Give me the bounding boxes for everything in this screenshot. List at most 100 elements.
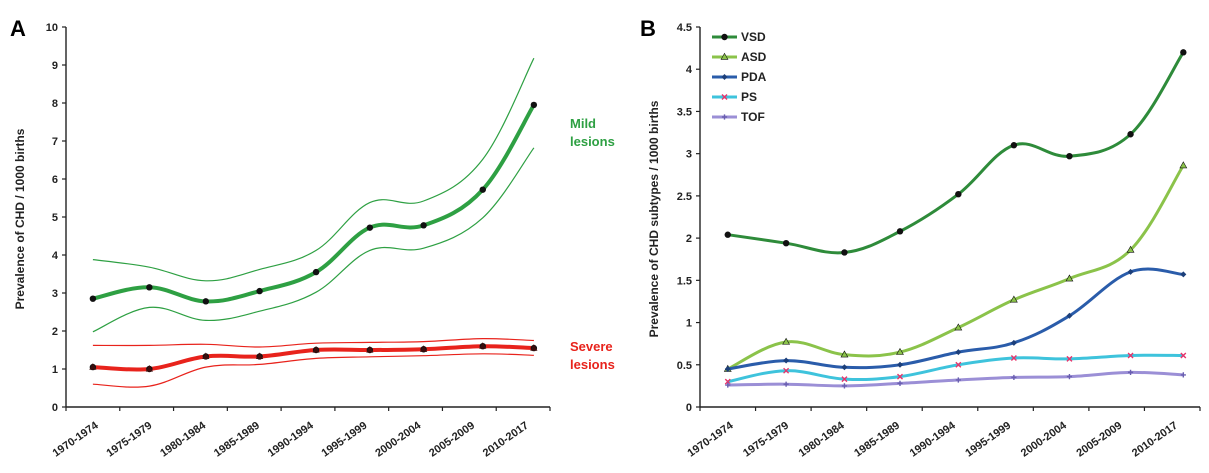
data-point xyxy=(1011,374,1017,381)
severe-data-point xyxy=(530,344,538,351)
ci-lower-line xyxy=(92,353,534,388)
y-tick-label: 6 xyxy=(52,174,58,186)
y-tick-label: 2.5 xyxy=(677,191,692,203)
x-tick-label: 2000-2004 xyxy=(1019,419,1070,460)
y-tick-label: 3 xyxy=(52,288,58,300)
x-tick-label: 1995-1999 xyxy=(320,420,370,460)
y-tick-label: 10 xyxy=(46,22,58,34)
data-point xyxy=(202,298,210,305)
data-point xyxy=(897,361,903,368)
y-tick-label: 2 xyxy=(52,326,58,338)
y-tick-label: 4.5 xyxy=(677,22,692,34)
data-point xyxy=(530,101,538,109)
severe-lesions-annotation: Severe xyxy=(570,339,613,354)
data-point xyxy=(1065,274,1074,282)
data-point xyxy=(1066,355,1073,362)
data-point xyxy=(312,268,320,276)
data-point xyxy=(724,231,731,238)
legend-marker xyxy=(720,52,729,60)
data-point xyxy=(366,224,374,231)
y-tick-label: 2 xyxy=(686,233,692,245)
severe-data-point xyxy=(89,363,97,370)
data-point xyxy=(897,373,903,380)
severe-data-point xyxy=(366,346,374,353)
ci-lower-line xyxy=(92,147,535,333)
data-point xyxy=(1127,268,1134,275)
data-point xyxy=(725,382,731,388)
legend-label: PS xyxy=(741,90,757,104)
x-tick-label: 1970-1974 xyxy=(686,419,737,460)
data-point xyxy=(782,239,790,247)
x-tick-label: 2005-2009 xyxy=(1074,420,1124,460)
y-tick-label: 8 xyxy=(52,98,58,110)
panel-a-label: A xyxy=(10,16,26,41)
data-point xyxy=(89,295,97,302)
data-point xyxy=(841,364,848,371)
severe-data-point xyxy=(256,352,264,360)
x-tick-label: 1970-1974 xyxy=(51,419,102,460)
data-point xyxy=(1066,374,1073,380)
data-point xyxy=(897,380,903,386)
y-tick-label: 0.5 xyxy=(677,360,692,372)
data-point xyxy=(146,284,153,291)
severe-data-point xyxy=(202,352,210,360)
y-tick-label: 9 xyxy=(52,60,58,72)
ci-upper-line xyxy=(92,337,534,348)
data-point xyxy=(783,367,790,374)
data-point xyxy=(724,378,731,385)
data-point xyxy=(840,350,849,358)
data-point xyxy=(955,191,962,198)
series-line xyxy=(727,353,1184,384)
data-point xyxy=(1126,245,1135,253)
data-point xyxy=(1066,312,1073,319)
x-tick-label: 1995-1999 xyxy=(963,420,1013,460)
x-tick-label: 1990-1994 xyxy=(908,419,959,460)
x-tick-label: 1990-1994 xyxy=(266,419,317,460)
legend-marker xyxy=(721,114,728,120)
mild-lesions-annotation: lesions xyxy=(570,134,615,149)
x-tick-label: 1975-1979 xyxy=(104,420,154,460)
ci-upper-line xyxy=(92,57,535,282)
series-line xyxy=(727,51,1185,255)
data-point xyxy=(1010,355,1017,362)
data-point xyxy=(841,383,848,389)
data-point xyxy=(1010,339,1017,346)
panel-b-y-axis-title: Prevalence of CHD subtypes / 1000 births xyxy=(647,100,661,337)
severe-data-point xyxy=(479,342,487,349)
legend-marker xyxy=(721,94,728,100)
data-point xyxy=(1127,352,1134,359)
legend-marker xyxy=(721,33,728,41)
x-tick-label: 1985-1989 xyxy=(212,420,262,460)
data-point xyxy=(955,377,961,383)
legend-label: TOF xyxy=(741,110,765,124)
data-point xyxy=(896,228,904,235)
y-tick-label: 1 xyxy=(52,364,58,376)
x-tick-label: 1980-1984 xyxy=(797,419,848,460)
data-point xyxy=(420,222,427,229)
severe-data-point xyxy=(145,365,153,372)
data-point xyxy=(1180,372,1186,378)
y-tick-label: 1 xyxy=(686,318,692,330)
data-point xyxy=(1180,271,1187,278)
x-tick-label: 1975-1979 xyxy=(741,420,791,460)
x-tick-label: 1985-1989 xyxy=(852,420,902,460)
legend-label: PDA xyxy=(741,70,767,84)
data-point xyxy=(841,376,848,383)
data-point xyxy=(955,361,962,368)
data-point xyxy=(1009,295,1018,303)
y-tick-label: 0 xyxy=(686,402,692,414)
data-point xyxy=(256,287,263,295)
data-point xyxy=(841,249,848,256)
data-point xyxy=(1010,142,1018,149)
y-tick-label: 0 xyxy=(52,402,58,414)
mild-lesions-annotation: Mild xyxy=(570,116,596,131)
data-point xyxy=(1127,131,1134,138)
data-point xyxy=(724,366,731,372)
y-tick-label: 4 xyxy=(52,250,59,262)
x-tick-label: 2000-2004 xyxy=(373,419,424,460)
data-point xyxy=(782,337,791,345)
y-tick-label: 3 xyxy=(686,149,692,161)
panel-b-label: B xyxy=(640,16,656,41)
